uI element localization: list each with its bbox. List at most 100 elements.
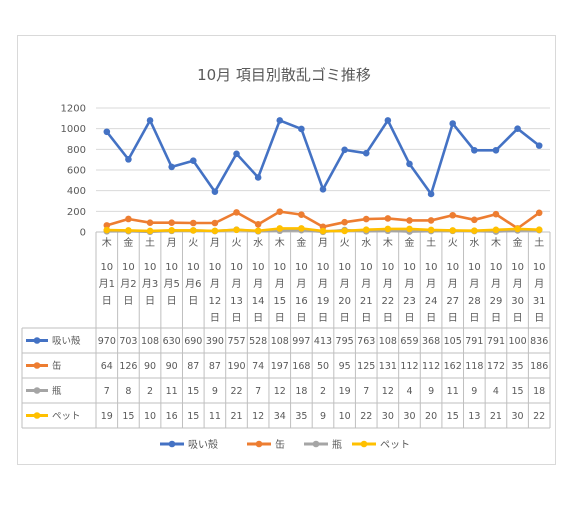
y-tick-label: 0 (80, 228, 86, 239)
data-point (319, 186, 327, 193)
category-date: 10 月6 日 (185, 262, 201, 307)
table-cell: 20 (425, 411, 437, 422)
data-point (168, 219, 175, 226)
table-cell: 21 (490, 411, 502, 422)
table-cell: 190 (227, 361, 245, 372)
category-date: 10 月 21 日 (360, 262, 373, 324)
data-point (233, 150, 240, 158)
data-point (254, 174, 262, 181)
category-date: 10 月5 日 (163, 262, 179, 307)
category-date: 10 月 12 日 (209, 262, 222, 324)
row-key-marker (33, 387, 41, 394)
data-point (298, 211, 305, 218)
y-axis: 0 200 400 600 800 1000 1200 (61, 104, 86, 239)
data-point (449, 227, 457, 234)
category-date: 10 月 30 日 (511, 262, 524, 324)
legend-marker (360, 440, 368, 448)
table-cell: 172 (487, 361, 505, 372)
data-point (449, 211, 457, 219)
data-point (384, 225, 392, 233)
category-date: 10 月 24 日 (425, 262, 438, 324)
y-tick-label: 400 (67, 186, 86, 197)
series-line (105, 119, 540, 196)
table-cell: 13 (468, 411, 480, 422)
data-point (254, 227, 262, 235)
data-point (362, 149, 370, 157)
category-weekday: 金 (404, 236, 414, 249)
table-cell: 630 (163, 336, 181, 347)
table-cell: 11 (166, 386, 178, 397)
data-point (125, 156, 132, 163)
table-cell: 836 (530, 336, 548, 347)
category-weekday: 土 (145, 236, 155, 249)
category-date: 10 月3 日 (142, 262, 158, 307)
category-date: 10 月 22 日 (381, 262, 394, 324)
data-point (492, 146, 500, 154)
data-point (125, 215, 132, 223)
category-date: 10 月 23 日 (403, 262, 416, 324)
category-weekday: 木 (102, 237, 112, 249)
table-cell: 125 (357, 361, 375, 372)
table-cell: 108 (379, 336, 397, 347)
table-cell: 413 (314, 336, 332, 347)
legend-label: 瓶 (332, 438, 342, 451)
table-cell: 108 (141, 336, 159, 347)
table-cell: 197 (271, 361, 289, 372)
table-cell: 7 (255, 386, 261, 397)
category-weekday: 火 (232, 237, 242, 249)
table-cell: 186 (530, 361, 548, 372)
table-cell: 368 (422, 336, 440, 347)
data-point (189, 227, 197, 234)
table-cell: 791 (487, 336, 505, 347)
table-cell: 2 (147, 386, 153, 397)
category-weekday: 火 (448, 237, 458, 249)
data-point (146, 117, 154, 124)
table-cell: 64 (101, 361, 113, 372)
data-point (471, 216, 478, 224)
category-date: 10 月 15 日 (273, 262, 286, 324)
table-cell: 22 (533, 411, 545, 422)
table-cell: 22 (230, 386, 242, 397)
table-cell: 15 (187, 411, 199, 422)
category-weekday: 水 (469, 237, 479, 249)
table-cell: 16 (166, 411, 178, 422)
table-cell: 9 (471, 386, 477, 397)
data-point (189, 219, 197, 227)
table-cell: 8 (125, 386, 131, 397)
category-date: 10 月2 日 (120, 262, 136, 307)
table-cell: 112 (400, 361, 418, 372)
data-point (427, 226, 435, 234)
table-cell: 970 (98, 336, 116, 347)
category-date: 10 月 29 日 (490, 262, 503, 324)
table-cell: 4 (493, 386, 499, 397)
table-cell: 21 (230, 411, 242, 422)
table-cell: 997 (292, 336, 310, 347)
table-cell: 528 (249, 336, 267, 347)
row-series-name: 吸い殻 (52, 335, 81, 347)
data-point (492, 226, 500, 234)
data-point (362, 215, 370, 223)
data-point (103, 222, 111, 229)
data-point (189, 157, 197, 164)
data-point (233, 226, 240, 234)
data-point (427, 217, 435, 224)
table-cell: 15 (187, 386, 199, 397)
series-lines (103, 117, 543, 236)
table-cell: 9 (320, 411, 326, 422)
table-cell: 15 (512, 386, 524, 397)
data-point (471, 146, 478, 154)
table-cell: 87 (209, 361, 221, 372)
table-cell: 15 (447, 411, 459, 422)
data-point (319, 227, 327, 235)
data-point (276, 208, 284, 215)
table-cell: 2 (320, 386, 326, 397)
legend-marker (255, 440, 263, 448)
row-key-marker (33, 412, 41, 419)
category-date: 10 月 19 日 (317, 262, 330, 324)
table-cell: 703 (119, 336, 137, 347)
table-cell: 18 (295, 386, 307, 397)
legend-marker (312, 440, 320, 448)
y-tick-label: 800 (67, 145, 86, 156)
data-point (341, 227, 348, 235)
category-weekday: 水 (253, 237, 263, 249)
